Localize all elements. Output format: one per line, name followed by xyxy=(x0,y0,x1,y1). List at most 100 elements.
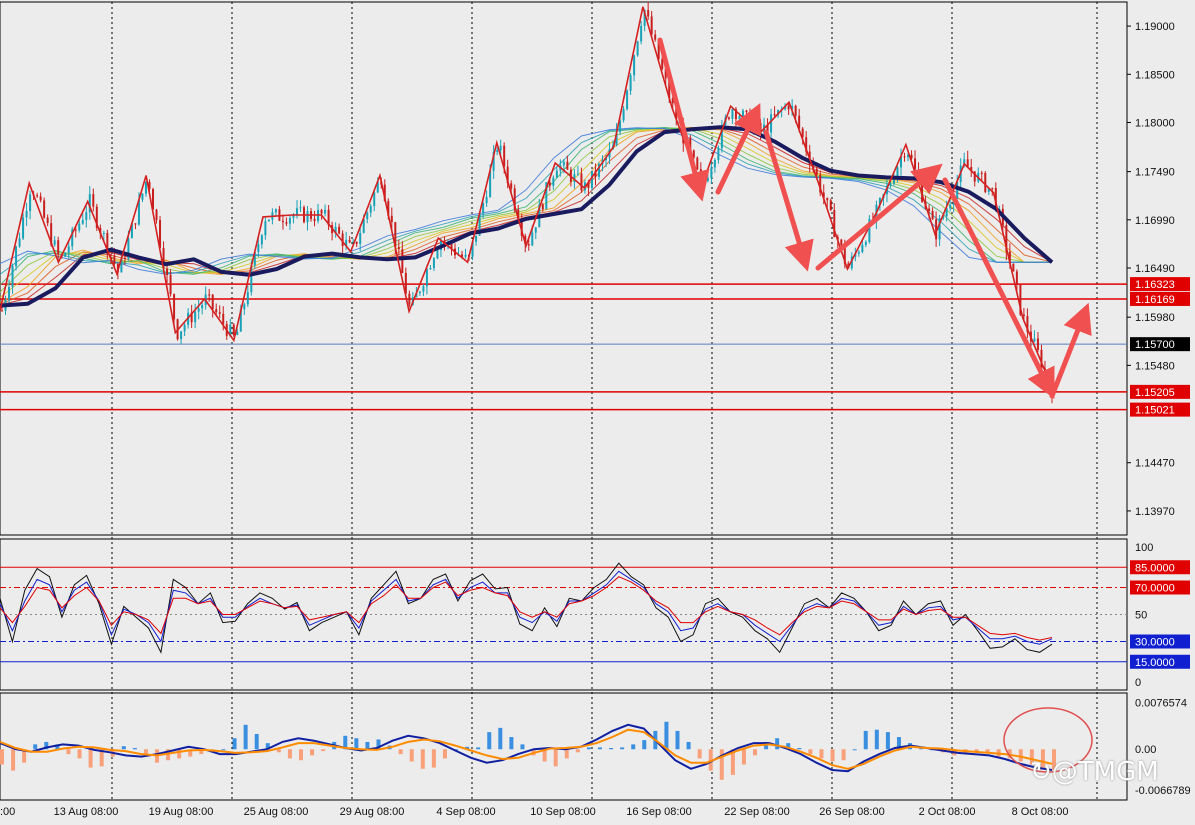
candle-body xyxy=(264,221,267,236)
macd-histogram-bar xyxy=(11,749,16,771)
candle-body xyxy=(545,182,548,210)
candle-body xyxy=(510,183,513,189)
macd-histogram-bar xyxy=(509,737,514,750)
candle-body xyxy=(352,241,355,243)
price-level-tag xyxy=(1130,337,1190,352)
trend-arrow xyxy=(815,163,943,271)
candle-body xyxy=(229,324,232,336)
candle-body xyxy=(791,105,794,110)
macd-histogram-bar xyxy=(310,749,315,756)
candle-body xyxy=(180,331,183,340)
macd-histogram-bar xyxy=(132,748,137,750)
price-tick-label: 1.18000 xyxy=(1135,117,1175,129)
macd-histogram-bar xyxy=(0,749,4,765)
candle-body xyxy=(903,156,906,158)
macd-histogram-bar xyxy=(265,743,270,750)
stochastic-level-tag xyxy=(1130,634,1190,649)
candle-body xyxy=(506,166,509,184)
macd-histogram-bar xyxy=(775,738,780,750)
macd-histogram-bar xyxy=(431,749,436,768)
price-tick-label: 1.15980 xyxy=(1135,312,1175,324)
stochastic-pane[interactable] xyxy=(0,562,1127,663)
price-pane[interactable] xyxy=(0,1,1127,411)
price-tick-label: 1.15480 xyxy=(1135,360,1175,372)
candle-body xyxy=(25,211,28,218)
candle-body xyxy=(173,294,176,320)
candle-body xyxy=(429,268,432,270)
macd-histogram-bar xyxy=(88,749,93,768)
candle-body xyxy=(706,177,709,182)
candle-body xyxy=(654,34,657,40)
tmgm-logo-icon: ↻ xyxy=(1030,757,1052,787)
candle-body xyxy=(482,203,485,214)
candle-body xyxy=(81,220,84,224)
candle-body xyxy=(587,182,590,188)
candle-body xyxy=(738,116,741,120)
candle-body xyxy=(773,114,776,116)
candle-body xyxy=(513,188,516,210)
candle-body xyxy=(211,294,214,310)
candle-body xyxy=(443,240,446,243)
candle-body xyxy=(201,304,204,309)
candle-body xyxy=(1015,271,1018,286)
candle-body xyxy=(503,145,506,167)
candle-body xyxy=(647,10,650,17)
macd-histogram-bar xyxy=(465,746,470,750)
candle-body xyxy=(471,241,474,257)
stochastic-level-tag xyxy=(1130,654,1190,669)
watermark: ↻@TMGM xyxy=(1030,757,1159,787)
candle-body xyxy=(622,109,625,121)
macd-histogram-bar xyxy=(597,747,602,750)
macd-histogram-bar xyxy=(520,744,525,750)
candle-body xyxy=(1033,338,1036,342)
candle-body xyxy=(334,226,337,234)
candle-body xyxy=(401,249,404,273)
macd-histogram-bar xyxy=(287,749,292,759)
candle-body xyxy=(548,182,551,186)
candle-body xyxy=(840,239,843,246)
macd-histogram-bar xyxy=(874,729,879,750)
macd-histogram-bar xyxy=(321,749,326,752)
candle-body xyxy=(218,312,221,314)
macd-pane[interactable] xyxy=(0,707,1093,780)
candle-body xyxy=(576,173,579,175)
price-axis: 1.19000 1.18500 1.18000 1.17490 1.16990 1.164… xyxy=(1127,21,1191,797)
candle-body xyxy=(422,286,425,292)
candle-body xyxy=(650,16,653,35)
candle-body xyxy=(1026,316,1029,332)
candle-body xyxy=(418,291,421,294)
candle-body xyxy=(257,244,260,253)
candle-body xyxy=(696,157,699,170)
candle-body xyxy=(914,158,917,170)
time-tick-label: 22 Sep 08:00 xyxy=(724,806,789,818)
macd-histogram-bar xyxy=(409,749,414,762)
candle-body xyxy=(362,219,365,233)
candle-body xyxy=(555,170,558,178)
price-tick-label: 1.19000 xyxy=(1135,21,1175,33)
candle-body xyxy=(657,39,660,60)
candle-body xyxy=(130,223,133,239)
candle-body xyxy=(152,189,155,210)
time-tick-label: 13 Aug 08:00 xyxy=(54,806,119,818)
candle-body xyxy=(928,208,931,211)
macd-histogram-bar xyxy=(66,749,71,755)
macd-histogram-bar xyxy=(719,749,724,780)
time-tick-label: 10 Sep 08:00 xyxy=(530,806,595,818)
candle-body xyxy=(355,241,358,244)
stochastic-tick-label: 50 xyxy=(1135,610,1147,622)
time-tick-label: :00 xyxy=(0,806,15,818)
candle-body xyxy=(1040,349,1043,369)
annotation-circle xyxy=(1003,707,1093,773)
candle-body xyxy=(408,293,411,305)
candle-body xyxy=(987,187,990,192)
candle-body xyxy=(99,227,102,234)
candle-body xyxy=(531,232,534,246)
candle-body xyxy=(590,170,593,188)
price-level-tag xyxy=(1130,277,1190,292)
candle-body xyxy=(963,159,966,166)
candle-body xyxy=(394,222,397,248)
candle-body xyxy=(278,209,281,221)
candle-body xyxy=(970,166,973,172)
